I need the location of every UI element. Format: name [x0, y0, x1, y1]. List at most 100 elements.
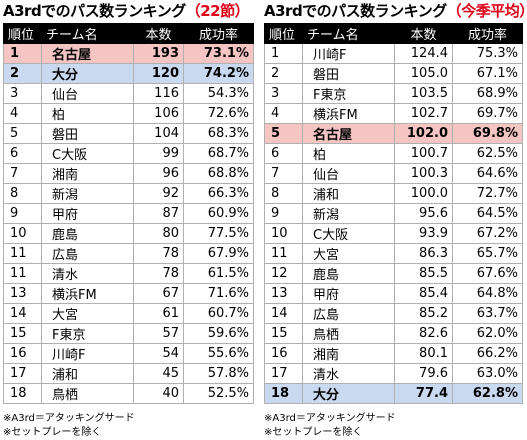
left-title-accent: （22節）: [185, 2, 250, 20]
rank-cell: 8: [264, 183, 303, 204]
success-rate-cell: 71.6%: [183, 283, 254, 304]
rank-cell: 7: [264, 163, 303, 184]
rank-cell: 7: [3, 163, 42, 184]
team-name-cell: 鳥栖: [302, 323, 395, 344]
table-row: 9 甲府 87 60.9%: [3, 203, 254, 224]
success-rate-cell: 74.2%: [183, 63, 254, 84]
rank-cell: 2: [3, 63, 42, 84]
success-rate-cell: 61.5%: [183, 263, 254, 284]
pass-count-cell: 193: [133, 43, 184, 64]
rank-cell: 17: [264, 363, 303, 384]
success-rate-cell: 54.3%: [183, 83, 254, 104]
rank-cell: 16: [264, 343, 303, 364]
table-row: 14 大宮 61 60.7%: [3, 303, 254, 324]
team-name-cell: 大宮: [41, 303, 134, 324]
header-team: チーム名: [302, 23, 395, 44]
rank-cell: 3: [264, 83, 303, 104]
pass-count-cell: 102.0: [394, 123, 453, 144]
right-notes: ※A3rd＝アタッキングサード ※セットプレーを除く: [264, 412, 522, 440]
success-rate-cell: 62.5%: [452, 143, 523, 164]
table-row: 11 大宮 86.3 65.7%: [264, 243, 523, 264]
success-rate-cell: 72.6%: [183, 103, 254, 124]
team-name-cell: 柏: [41, 103, 134, 124]
table-row: 12 鹿島 85.5 67.6%: [264, 263, 523, 284]
table-row: 9 新潟 95.6 64.5%: [264, 203, 523, 224]
pass-count-cell: 95.6: [394, 203, 453, 224]
pass-count-cell: 120: [133, 63, 184, 84]
pass-count-cell: 100.3: [394, 163, 453, 184]
rank-cell: 13: [3, 283, 42, 304]
pass-count-cell: 78: [133, 243, 184, 264]
table-row: 13 横浜FM 67 71.6%: [3, 283, 254, 304]
team-name-cell: 甲府: [41, 203, 134, 224]
table-row: 15 鳥栖 82.6 62.0%: [264, 323, 523, 344]
rank-cell: 5: [264, 123, 303, 144]
success-rate-cell: 62.0%: [452, 323, 523, 344]
rank-cell: 5: [3, 123, 42, 144]
success-rate-cell: 64.8%: [452, 283, 523, 304]
table-row: 6 柏 100.7 62.5%: [264, 143, 523, 164]
pass-count-cell: 78: [133, 263, 184, 284]
left-ranking-panel: A3rdでのパス数ランキング（22節） 順位 チーム名 本数 成功率 1 名古屋 1…: [3, 0, 254, 440]
success-rate-cell: 68.9%: [452, 83, 523, 104]
team-name-cell: 清水: [41, 263, 134, 284]
team-name-cell: 広島: [302, 303, 395, 324]
rank-cell: 4: [3, 103, 42, 124]
team-name-cell: 川崎F: [302, 43, 395, 64]
table-row: 18 鳥栖 40 52.5%: [3, 383, 254, 404]
success-rate-cell: 66.2%: [452, 343, 523, 364]
table-row: 3 F東京 103.5 68.9%: [264, 83, 523, 104]
rank-cell: 4: [264, 103, 303, 124]
team-name-cell: 大宮: [302, 243, 395, 264]
success-rate-cell: 75.3%: [452, 43, 523, 64]
team-name-cell: 清水: [302, 363, 395, 384]
right-title-accent: （今季平均）: [446, 2, 527, 20]
rank-cell: 8: [3, 183, 42, 204]
pass-count-cell: 54: [133, 343, 184, 364]
right-table-title: A3rdでのパス数ランキング（今季平均）: [264, 0, 527, 22]
success-rate-cell: 66.3%: [183, 183, 254, 204]
team-name-cell: F東京: [41, 323, 134, 344]
team-name-cell: 川崎F: [41, 343, 134, 364]
success-rate-cell: 57.8%: [183, 363, 254, 384]
team-name-cell: 浦和: [41, 363, 134, 384]
rank-cell: 1: [264, 43, 303, 64]
pass-count-cell: 105.0: [394, 63, 453, 84]
table-row: 14 広島 85.2 63.7%: [264, 303, 523, 324]
success-rate-cell: 64.5%: [452, 203, 523, 224]
table-row: 16 川崎F 54 55.6%: [3, 343, 254, 364]
rank-cell: 1: [3, 43, 42, 64]
pass-count-cell: 96: [133, 163, 184, 184]
success-rate-cell: 73.1%: [183, 43, 254, 64]
pass-count-cell: 102.7: [394, 103, 453, 124]
success-rate-cell: 60.9%: [183, 203, 254, 224]
success-rate-cell: 60.7%: [183, 303, 254, 324]
table-row: 2 大分 120 74.2%: [3, 63, 254, 84]
team-name-cell: 名古屋: [41, 43, 134, 64]
table-row: 7 仙台 100.3 64.6%: [264, 163, 523, 184]
success-rate-cell: 69.7%: [452, 103, 523, 124]
pass-count-cell: 85.5: [394, 263, 453, 284]
table-row: 1 名古屋 193 73.1%: [3, 43, 254, 64]
pass-count-cell: 82.6: [394, 323, 453, 344]
header-team: チーム名: [41, 23, 134, 44]
table-row: 17 浦和 45 57.8%: [3, 363, 254, 384]
rank-cell: 13: [264, 283, 303, 304]
team-name-cell: 浦和: [302, 183, 395, 204]
pass-count-cell: 79.6: [394, 363, 453, 384]
right-header-row: 順位 チーム名 本数 成功率: [264, 23, 523, 44]
table-row: 11 広島 78 67.9%: [3, 243, 254, 264]
pass-count-cell: 85.2: [394, 303, 453, 324]
table-row: 15 F東京 57 59.6%: [3, 323, 254, 344]
success-rate-cell: 69.8%: [452, 123, 523, 144]
success-rate-cell: 52.5%: [183, 383, 254, 404]
team-name-cell: 鹿島: [41, 223, 134, 244]
success-rate-cell: 63.0%: [452, 363, 523, 384]
note-line: ※セットプレーを除く: [264, 427, 363, 438]
rank-cell: 14: [264, 303, 303, 324]
rank-cell: 11: [3, 263, 42, 284]
pass-count-cell: 77.4: [394, 383, 453, 404]
pass-count-cell: 67: [133, 283, 184, 304]
pass-count-cell: 99: [133, 143, 184, 164]
table-row: 3 仙台 116 54.3%: [3, 83, 254, 104]
